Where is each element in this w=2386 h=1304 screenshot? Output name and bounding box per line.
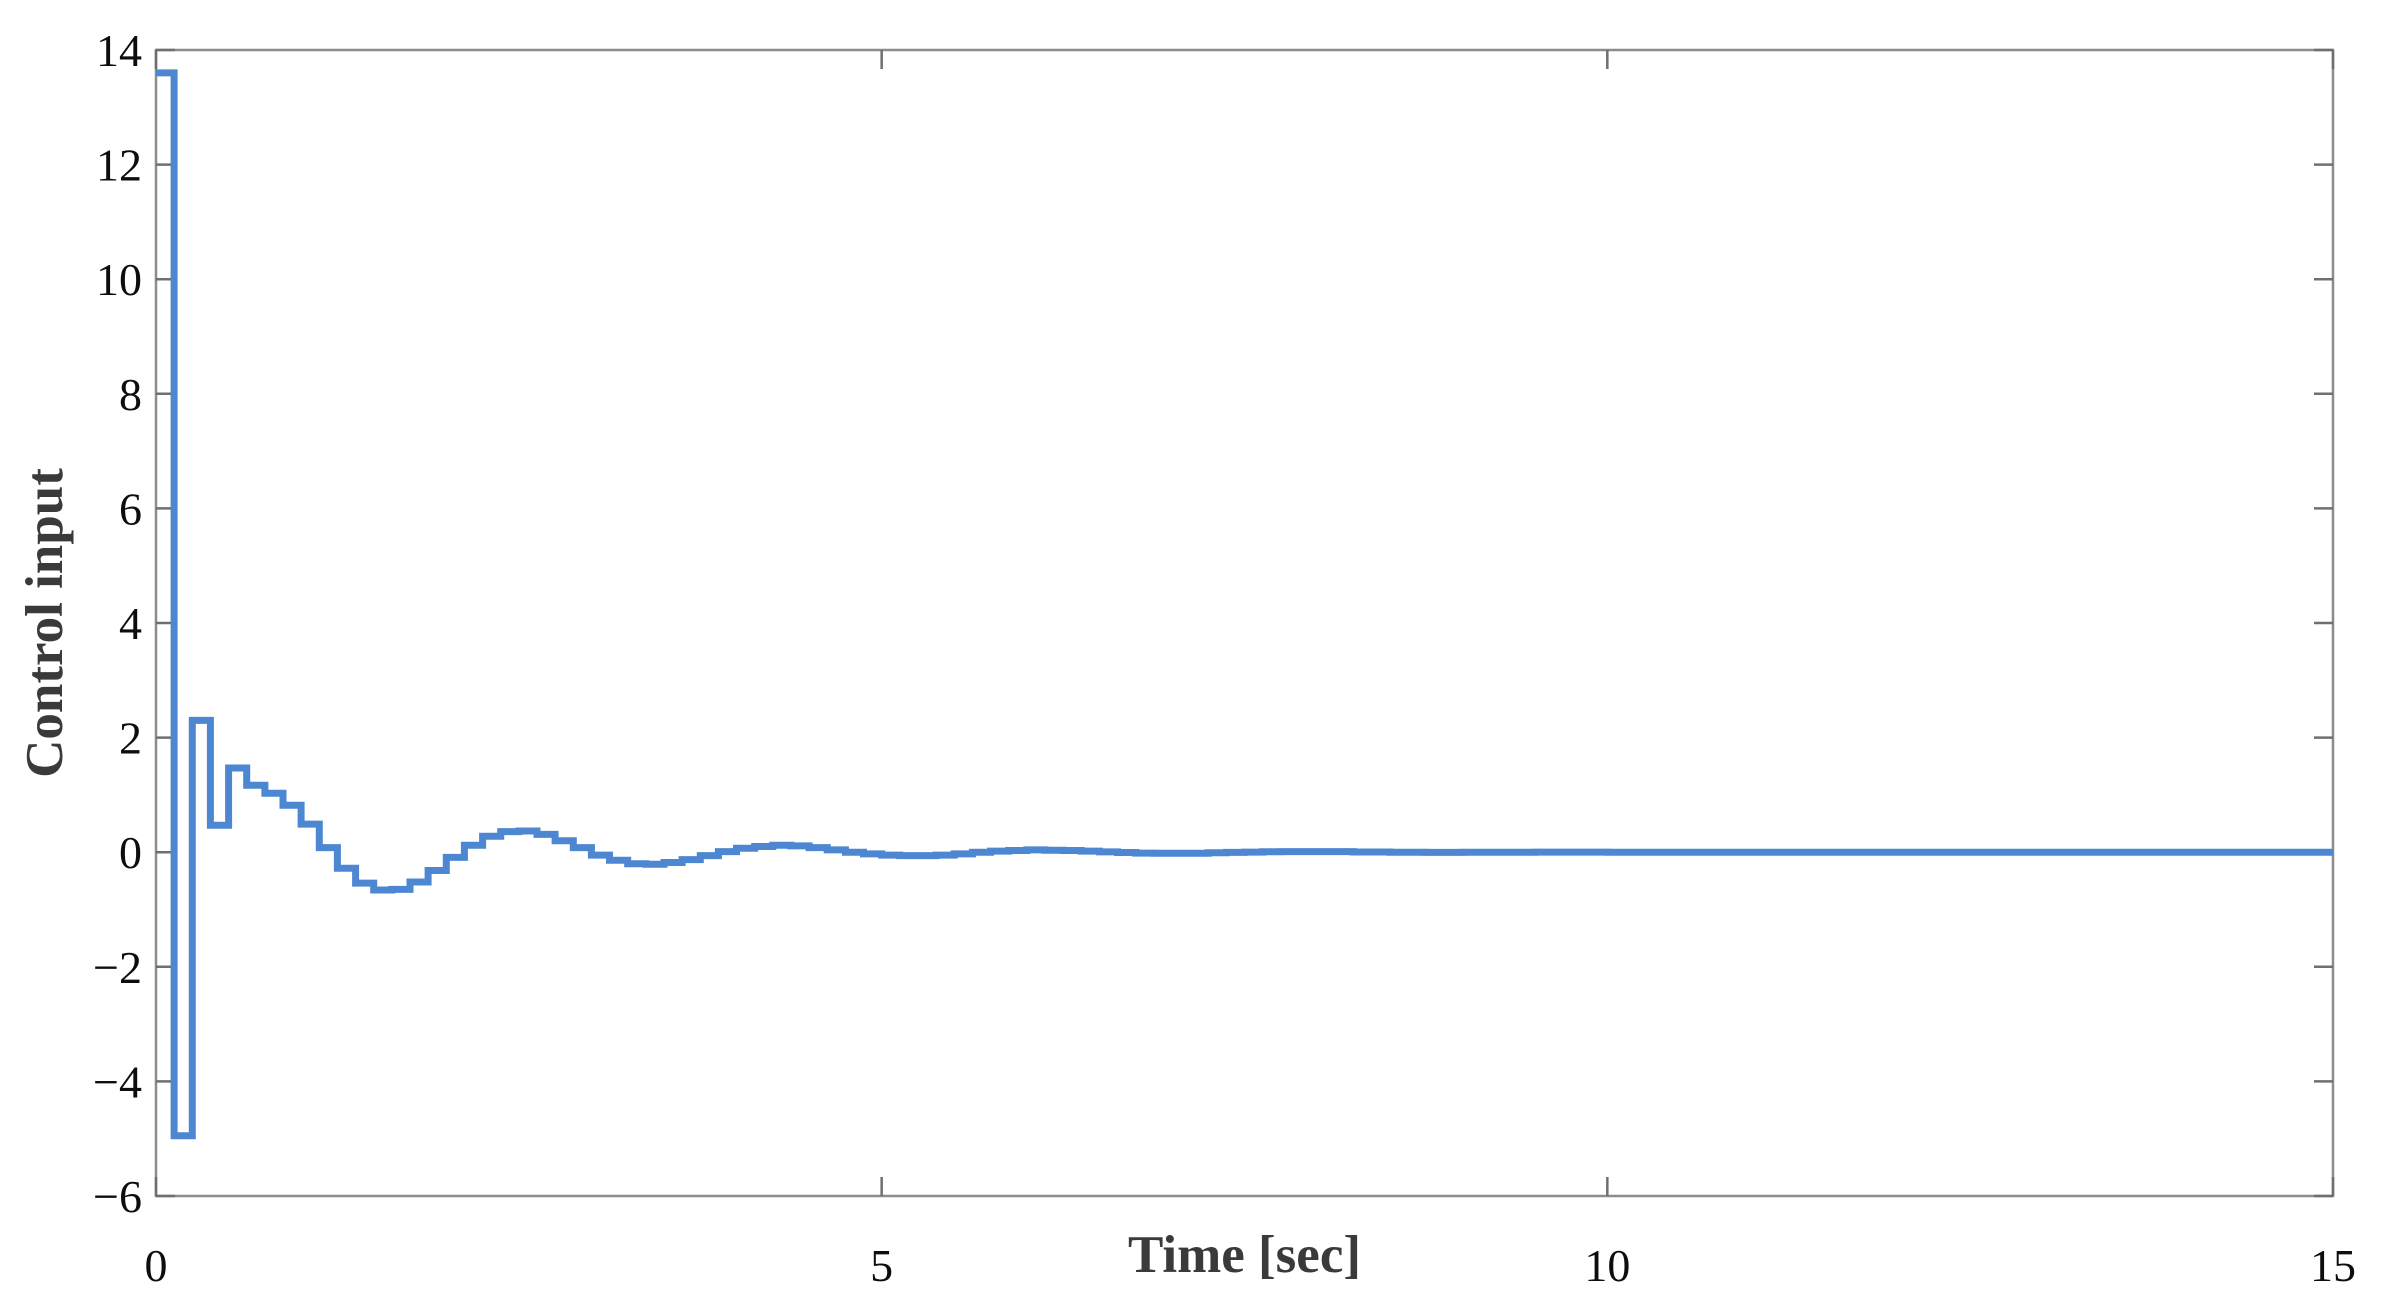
y-tick-label: 6 bbox=[119, 483, 142, 534]
x-tick-label: 15 bbox=[2310, 1240, 2356, 1291]
x-tick-label: 0 bbox=[145, 1240, 168, 1291]
y-tick-label: −2 bbox=[93, 942, 142, 993]
y-tick-label: −4 bbox=[93, 1056, 142, 1107]
x-axis-label: Time [sec] bbox=[1128, 1226, 1361, 1284]
plot-border-box bbox=[154, 48, 2335, 1198]
y-axis-label: Control input bbox=[16, 468, 74, 778]
x-tick-label: 10 bbox=[1584, 1240, 1630, 1291]
y-tick-label: 2 bbox=[119, 713, 142, 764]
y-tick-label: 4 bbox=[119, 598, 142, 649]
y-tick-label: 14 bbox=[96, 25, 142, 76]
y-tick-label: 8 bbox=[119, 369, 142, 420]
axis-ticks bbox=[154, 48, 2335, 1198]
axes-box bbox=[154, 48, 2335, 1198]
x-tick-label: 5 bbox=[870, 1240, 893, 1291]
y-tick-label: 0 bbox=[119, 827, 142, 878]
control-input-series-line bbox=[156, 69, 2333, 1140]
y-tick-label: −6 bbox=[93, 1171, 142, 1222]
y-tick-label: 10 bbox=[96, 254, 142, 305]
axis-tick-labels: 0 5 10 15 14 12 10 8 6 4 2 0 −2 −4 −6 bbox=[93, 25, 2356, 1291]
y-tick-label: 12 bbox=[96, 140, 142, 191]
